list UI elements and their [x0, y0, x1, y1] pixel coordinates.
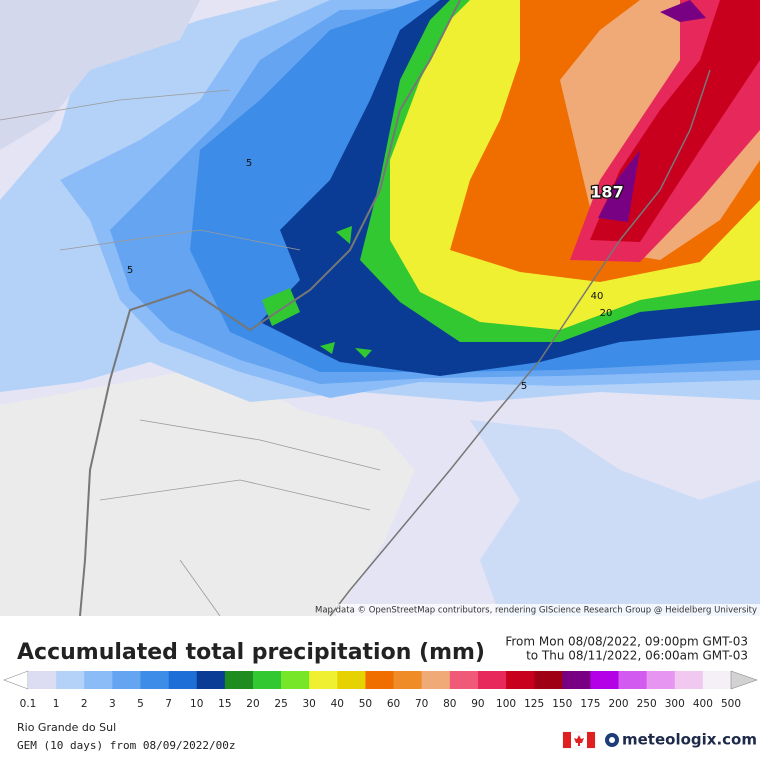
legend-swatch [618, 671, 647, 689]
map-label: 187 [590, 183, 623, 202]
legend-swatch [393, 671, 422, 689]
legend-tick-label: 1 [53, 698, 60, 710]
legend-tick-label: 175 [580, 698, 600, 710]
region: Rio Grande do Sul [17, 721, 116, 734]
legend-swatch [84, 671, 113, 689]
legend-tick-label: 5 [137, 698, 144, 710]
legend-arrow-high [730, 670, 758, 690]
legend-tick-label: 125 [524, 698, 544, 710]
map-label: 20 [600, 308, 613, 319]
legend-swatch [281, 671, 310, 689]
flag [562, 731, 596, 749]
legend-swatch [140, 671, 169, 689]
legend-tick-label: 80 [443, 698, 456, 710]
legend-swatch [112, 671, 141, 689]
state-lines [0, 89, 381, 617]
attribution-box [336, 604, 760, 616]
legend-tick-label: 15 [218, 698, 231, 710]
map-label: 5 [127, 265, 133, 276]
legend-swatch [646, 671, 676, 689]
legend-swatch [365, 671, 394, 689]
legend-tick-label: 25 [274, 698, 287, 710]
legend-tick-label: 30 [303, 698, 316, 710]
legend-swatch [534, 671, 563, 689]
legend-swatch [168, 671, 198, 689]
legend-swatch [674, 671, 704, 689]
legend-swatch [28, 671, 57, 689]
legend: 0.1 1 2 3 5 7 10 15 20 25 30 40 50 60 70 80 90 100 125 150 1… [3, 670, 758, 710]
legend-swatch [224, 671, 254, 689]
legend-swatch [449, 671, 479, 689]
legend-swatch [562, 671, 591, 689]
legend-tick-label: 40 [331, 698, 344, 710]
brand-logo-dot [609, 737, 615, 743]
legend-tick-label: 200 [608, 698, 628, 710]
legend-tick-label: 400 [693, 698, 713, 710]
legend-swatch [252, 671, 282, 689]
legend-swatch [590, 671, 619, 689]
legend-tick-label: 90 [471, 698, 484, 710]
legend-tick-label: 20 [246, 698, 259, 710]
legend-swatch [309, 671, 338, 689]
land [0, 365, 415, 616]
legend-swatch [702, 671, 732, 689]
map-label: 40 [591, 291, 604, 302]
legend-swatch [421, 671, 451, 689]
period-from: From Mon 08/08/2022, 09:00pm GMT-03 [505, 635, 748, 649]
legend-tick-label: 7 [165, 698, 172, 710]
legend-swatch [337, 671, 366, 689]
title: Accumulated total precipitation (mm) [17, 640, 485, 665]
map-label: 5 [246, 158, 252, 169]
legend-tick-label: 60 [387, 698, 400, 710]
legend-swatch [56, 671, 85, 689]
legend-tick-label: 100 [496, 698, 516, 710]
legend-tick-label: 70 [415, 698, 428, 710]
precip-12 [598, 0, 706, 222]
brand: meteologix.com [622, 731, 757, 749]
map: Map data © OpenStreetMap contributors, r… [0, 0, 760, 617]
legend-tick-label: 3 [109, 698, 116, 710]
precip-0 [0, 0, 200, 150]
legend-tick-label: 500 [721, 698, 741, 710]
coastline [329, 69, 711, 617]
legend-arrow-low [3, 670, 29, 690]
legend-swatch [477, 671, 507, 689]
legend-tick-label: 10 [190, 698, 203, 710]
legend-tick-label: 250 [637, 698, 657, 710]
legend-tick-label: 2 [81, 698, 88, 710]
legend-tick-label: 50 [359, 698, 372, 710]
precip-spots [262, 226, 372, 358]
map-label: 5 [521, 381, 527, 392]
attribution: Map data © OpenStreetMap contributors, r… [315, 606, 757, 616]
legend-swatch [506, 671, 535, 689]
legend-swatch [196, 671, 226, 689]
model-run: GEM (10 days) from 08/09/2022/00z [17, 739, 236, 752]
legend-tick-label: 0.1 [20, 698, 37, 710]
period-to: to Thu 08/11/2022, 06:00am GMT-03 [526, 649, 748, 663]
legend-tick-label: 150 [552, 698, 572, 710]
precip-light [470, 420, 760, 616]
border [79, 0, 461, 617]
legend-tick-label: 300 [665, 698, 685, 710]
